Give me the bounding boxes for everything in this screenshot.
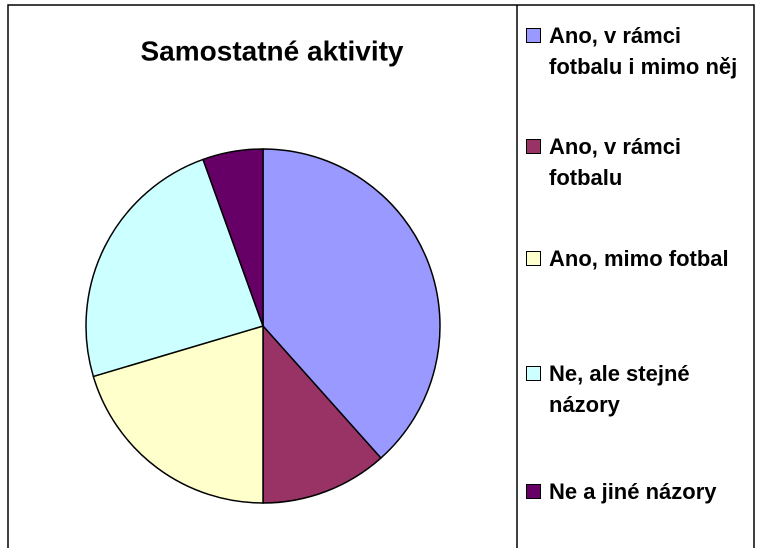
legend-item: Ne, ale stejné názory [526,358,741,420]
legend-label: Ano, v rámci fotbalu i mimo něj [549,23,738,79]
pie-slice [262,148,441,460]
legend-label: Ne a jiné názory [549,479,717,504]
legend-swatch [526,28,541,43]
legend-swatch [526,251,541,266]
legend-label: Ne, ale stejné názory [549,361,690,417]
pie-slice [92,324,264,504]
legend-item: Ano, v rámci fotbalu [526,131,741,193]
legend-swatch [526,139,541,154]
chart-title: Samostatné aktivity [141,35,404,66]
legend-label: Ano, mimo fotbal [549,246,729,271]
pie-slice [202,148,264,327]
legend-swatch [526,484,541,499]
legend-item: Ne a jiné názory [526,476,741,507]
legend-item: Ano, mimo fotbal [526,243,741,274]
legend-swatch [526,366,541,381]
legend-label: Ano, v rámci fotbalu [549,134,682,190]
pie-slice [85,158,264,378]
legend-item: Ano, v rámci fotbalu i mimo něj [526,20,741,82]
pie-slice [262,324,382,504]
